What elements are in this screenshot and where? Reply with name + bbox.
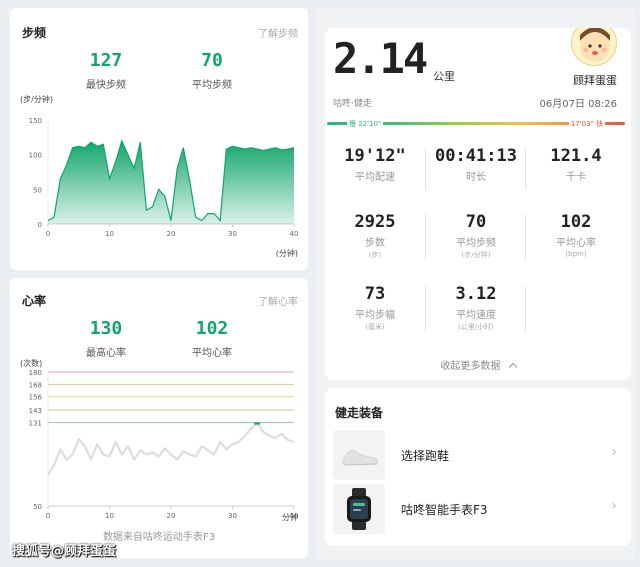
username: 顾拜蛋蛋 <box>573 74 617 87</box>
heart-x-tick: 40 <box>290 512 299 520</box>
cadence-line <box>47 139 295 222</box>
collapse-more-button[interactable]: 收起更多数据 <box>325 357 631 372</box>
stat-avg-pace: 19'12" 平均配速 <box>344 146 406 183</box>
cadence-learn-link[interactable]: 了解步频 <box>258 29 298 40</box>
equipment-item-shoes[interactable]: 选择跑鞋 › <box>333 430 623 480</box>
heart-card: 心率 了解心率 130 最高心率 102 平均心率 (次数) 50 131 143 1… <box>10 278 308 558</box>
cadence-max-label: 最快步频 <box>86 80 126 91</box>
stat-calories: 121.4 千卡 <box>550 146 602 183</box>
heart-source-note: 数据来自咕咚运动手表F3 <box>102 532 216 543</box>
heart-x-tick: 0 <box>46 512 50 520</box>
heart-max-label: 最高心率 <box>86 348 126 359</box>
stat-steps: 2925 步数 (步) <box>354 212 396 259</box>
chevron-right-icon: › <box>611 444 617 460</box>
heart-y-tick: 131 <box>29 420 42 428</box>
watch-icon <box>347 488 371 530</box>
cadence-avg-value: 70 <box>201 50 223 71</box>
watermark: 搜狐号@顾拜蛋蛋 <box>12 544 117 559</box>
equipment-item-label: 选择跑鞋 <box>401 449 450 463</box>
equipment-title: 健走装备 <box>335 406 384 420</box>
summary-card: 2.14 公里 顾拜蛋蛋 咕咚·健走 06月07日 08:26 慢 22'10"… <box>325 28 631 380</box>
collapse-label: 收起更多数据 <box>440 361 501 372</box>
heart-y-tick: 156 <box>29 394 43 402</box>
chevron-up-icon <box>508 362 517 372</box>
heart-max-value: 130 <box>89 318 123 339</box>
heart-x-tick: 10 <box>105 512 114 520</box>
equipment-thumb <box>333 484 385 534</box>
heart-y-tick: 50 <box>33 503 42 511</box>
activity-datetime: 06月07日 08:26 <box>539 99 617 110</box>
heart-line <box>47 422 295 476</box>
stat-avg-heart-rate: 102 平均心率 (bpm) <box>556 212 596 258</box>
distance-unit: 公里 <box>433 70 455 83</box>
heart-y-unit: (次数) <box>20 359 43 368</box>
divider <box>525 214 526 260</box>
heart-x-tick: 30 <box>228 512 237 520</box>
stat-avg-speed: 3.12 平均速度 (公里/小时) <box>455 284 497 331</box>
equipment-item-label: 咕咚智能手表F3 <box>401 503 488 517</box>
cadence-y-tick: 0 <box>38 221 42 229</box>
pace-fast-label: 17'03" 快 <box>568 119 605 129</box>
heart-y-tick: 180 <box>29 369 42 377</box>
cadence-x-unit: (分钟) <box>275 249 298 258</box>
heart-avg-value: 102 <box>195 318 229 339</box>
stat-avg-stride: 73 平均步幅 (厘米) <box>355 284 395 331</box>
divider <box>425 286 426 332</box>
cadence-y-tick: 150 <box>29 117 42 125</box>
heart-x-tick: 20 <box>167 512 176 520</box>
divider <box>525 286 526 332</box>
activity-type: 咕咚·健走 <box>333 99 372 109</box>
cadence-area <box>48 140 294 224</box>
heart-y-tick: 168 <box>29 381 42 389</box>
equipment-thumb <box>333 430 385 480</box>
equipment-item-watch[interactable]: 咕咚智能手表F3 › <box>333 484 623 534</box>
heart-x-unit: 分钟 <box>282 513 298 522</box>
pace-bar <box>327 122 625 125</box>
shoe-icon <box>342 449 379 466</box>
chevron-right-icon: › <box>611 498 617 514</box>
cadence-y-tick: 100 <box>29 152 42 160</box>
heart-learn-link[interactable]: 了解心率 <box>258 297 298 308</box>
cadence-chart: 0 50 100 150 0 10 20 30 40 <box>29 117 299 238</box>
equipment-card: 健走装备 选择跑鞋 › 咕咚智能手表F3 › <box>325 388 631 546</box>
cadence-title: 步频 <box>22 26 47 40</box>
distance-value: 2.14 <box>333 34 428 83</box>
cadence-x-tick: 30 <box>228 230 237 238</box>
cadence-avg-label: 平均步频 <box>192 80 232 91</box>
heart-title: 心率 <box>22 294 47 308</box>
avatar[interactable] <box>571 28 617 66</box>
stat-duration: 00:41:13 时长 <box>435 146 517 183</box>
heart-avg-label: 平均心率 <box>192 348 232 359</box>
divider <box>425 148 426 190</box>
cadence-x-tick: 0 <box>46 230 50 238</box>
cadence-y-unit: (步/分钟) <box>20 95 53 104</box>
pace-slow-label: 慢 22'10" <box>347 119 384 129</box>
cadence-x-tick: 20 <box>167 230 176 238</box>
cadence-max-value: 127 <box>89 50 123 71</box>
cadence-card: 步频 了解步频 127 最快步频 70 平均步频 (步/分钟) 0 50 100 15… <box>10 8 308 270</box>
divider <box>425 214 426 260</box>
divider <box>525 148 526 190</box>
heart-y-tick: 143 <box>29 407 42 415</box>
stat-avg-cadence: 70 平均步频 (步/分钟) <box>456 212 496 259</box>
heart-chart: 50 131 143 156 168 180 0 10 20 30 40 <box>29 369 299 520</box>
cadence-y-tick: 50 <box>33 186 42 194</box>
cadence-x-tick: 40 <box>290 230 299 238</box>
cadence-x-tick: 10 <box>105 230 114 238</box>
